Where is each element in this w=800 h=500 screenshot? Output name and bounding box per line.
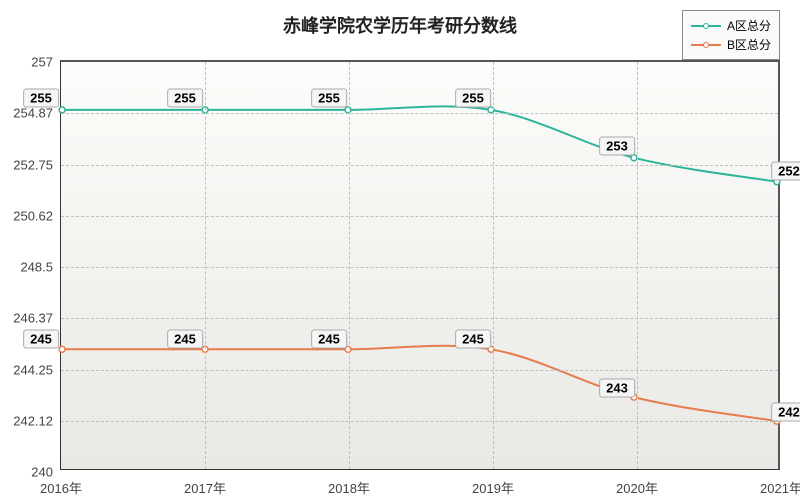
y-axis-label: 254.87	[13, 106, 53, 121]
x-axis-label: 2017年	[184, 478, 226, 497]
x-axis-label: 2019年	[472, 478, 514, 497]
gridline-h	[61, 370, 778, 371]
gridline-v	[637, 62, 638, 469]
chart-title: 赤峰学院农学历年考研分数线	[0, 12, 800, 38]
data-label: 245	[311, 330, 347, 349]
data-marker	[59, 346, 65, 352]
y-axis-label: 246.37	[13, 311, 53, 326]
legend: A区总分 B区总分	[682, 10, 780, 60]
legend-line-a	[691, 25, 721, 27]
y-axis-label: 252.75	[13, 157, 53, 172]
legend-item-a: A区总分	[691, 17, 771, 34]
x-axis-label: 2021年	[760, 478, 800, 497]
legend-marker-a	[703, 23, 709, 29]
x-axis-label: 2018年	[328, 478, 370, 497]
chart-container: 赤峰学院农学历年考研分数线 A区总分 B区总分 240242.12244.252…	[0, 0, 800, 500]
legend-marker-b	[703, 42, 709, 48]
legend-label-a: A区总分	[727, 17, 771, 34]
y-axis-label: 250.62	[13, 208, 53, 223]
y-axis-label: 244.25	[13, 362, 53, 377]
gridline-v	[493, 62, 494, 469]
legend-label-b: B区总分	[727, 36, 771, 53]
legend-line-b	[691, 44, 721, 46]
y-axis-label: 248.5	[20, 260, 53, 275]
data-label: 255	[167, 89, 203, 108]
data-label: 253	[599, 137, 635, 156]
data-label: 242	[771, 402, 800, 421]
line-layer	[61, 62, 778, 469]
data-label: 245	[167, 330, 203, 349]
y-axis-label: 257	[31, 55, 53, 70]
gridline-h	[61, 165, 778, 166]
x-axis-label: 2016年	[40, 478, 82, 497]
data-label: 243	[599, 378, 635, 397]
data-label: 252	[771, 161, 800, 180]
gridline-v	[205, 62, 206, 469]
gridline-h	[61, 216, 778, 217]
series-line-b	[62, 346, 777, 421]
data-label: 245	[455, 330, 491, 349]
series-line-a	[62, 106, 777, 181]
x-axis-label: 2020年	[616, 478, 658, 497]
gridline-h	[61, 421, 778, 422]
legend-item-b: B区总分	[691, 36, 771, 53]
data-marker	[59, 107, 65, 113]
data-label: 245	[23, 330, 59, 349]
data-label: 255	[23, 89, 59, 108]
data-label: 255	[311, 89, 347, 108]
gridline-h	[61, 113, 778, 114]
gridline-h	[61, 318, 778, 319]
plot-area: 240242.12244.25246.37248.5250.62252.7525…	[60, 60, 780, 470]
gridline-v	[349, 62, 350, 469]
data-label: 255	[455, 89, 491, 108]
gridline-h	[61, 267, 778, 268]
y-axis-label: 242.12	[13, 413, 53, 428]
